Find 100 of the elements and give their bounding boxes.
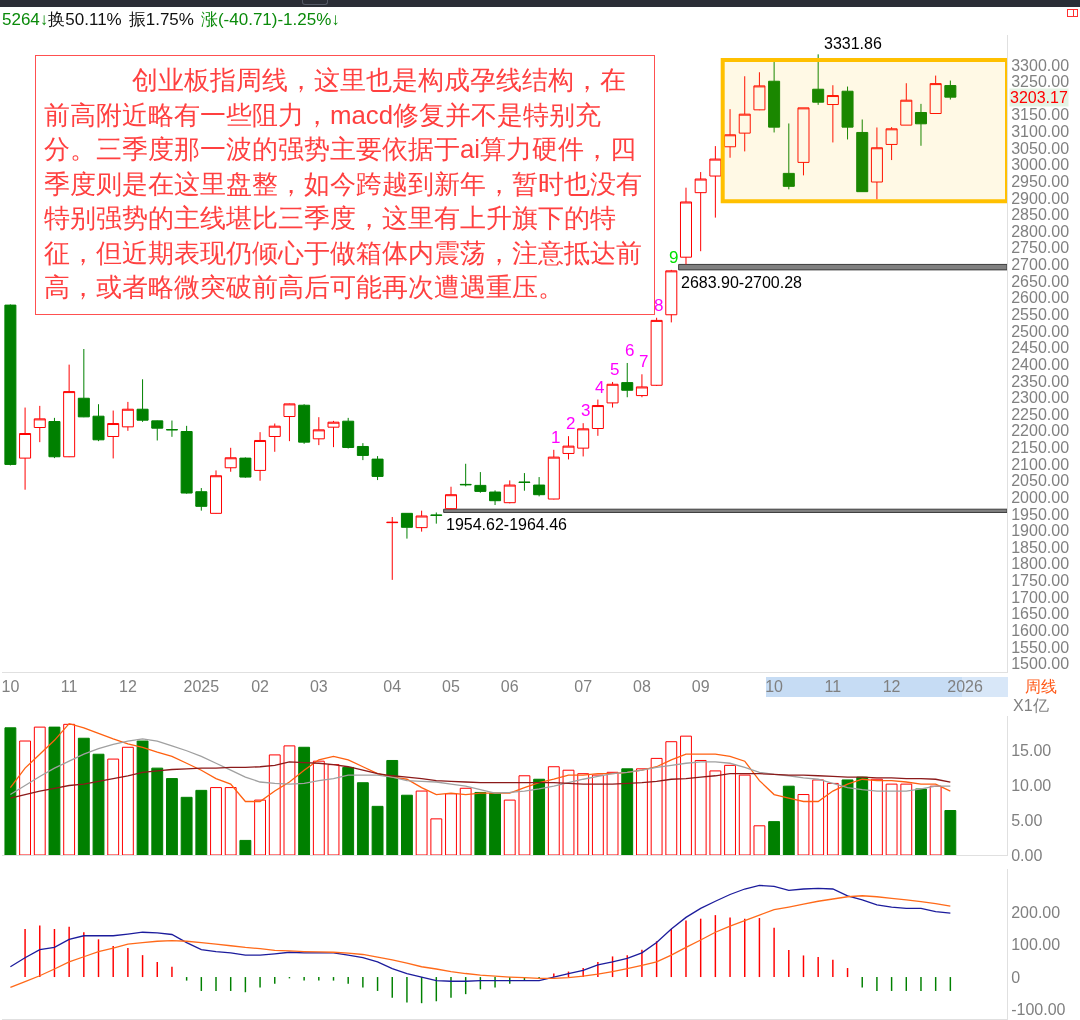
x-tick-label: 2025 <box>183 678 220 696</box>
x-tick-label: 12 <box>118 678 137 696</box>
bar <box>694 759 707 855</box>
candlestick <box>929 75 942 114</box>
bar <box>797 794 810 855</box>
candlestick <box>239 456 252 479</box>
x-tick-label: 2026 <box>947 678 983 696</box>
y-tick-label: 2350.00 <box>1011 372 1070 390</box>
annotation: 3 <box>581 401 591 420</box>
y-tick-label: 1500.00 <box>1011 655 1070 673</box>
candlestick <box>254 431 267 482</box>
bar <box>533 778 546 855</box>
y-tick-label: 15.00 <box>1011 742 1052 760</box>
candlestick <box>63 364 76 458</box>
candlestick <box>312 416 325 446</box>
candlestick <box>709 145 722 219</box>
bar <box>929 785 942 855</box>
candlestick <box>635 373 648 398</box>
bar <box>885 783 898 855</box>
bar <box>841 779 854 855</box>
y-tick-label: 2200.00 <box>1011 422 1070 440</box>
candlestick <box>885 126 898 161</box>
bar <box>547 766 560 855</box>
y-tick-label: 1800.00 <box>1011 555 1070 573</box>
bar <box>826 782 839 855</box>
candlestick <box>856 118 869 193</box>
y-tick-label: 1950.00 <box>1011 505 1070 523</box>
bar <box>753 825 766 855</box>
candlestick <box>665 269 678 323</box>
candlestick <box>268 423 281 453</box>
candlestick <box>797 107 810 176</box>
y-axis-title: X1亿 <box>1013 697 1049 714</box>
y-tick-label: 2700.00 <box>1011 256 1070 274</box>
bar <box>4 727 17 855</box>
bar <box>356 782 369 855</box>
y-tick-label: 1700.00 <box>1011 588 1070 606</box>
candlestick <box>753 71 766 111</box>
candlestick <box>900 82 913 126</box>
annotation: 7 <box>639 352 649 371</box>
y-tick-label: 3100.00 <box>1011 123 1070 141</box>
candlestick <box>19 407 32 491</box>
y-tick-label: 3300.00 <box>1011 56 1070 74</box>
candlestick <box>944 80 957 101</box>
x-tick-label: 10 <box>765 678 784 696</box>
bar <box>665 741 678 855</box>
y-tick-label: 2300.00 <box>1011 389 1070 407</box>
candlestick <box>386 516 399 581</box>
bar <box>195 789 208 855</box>
y-tick-label: 2150.00 <box>1011 439 1070 457</box>
bar <box>77 737 90 855</box>
bar <box>680 735 692 855</box>
annotation: 9 <box>669 248 679 267</box>
candlestick <box>724 108 737 159</box>
candlestick <box>180 425 193 495</box>
bar <box>503 799 516 855</box>
y-tick-label: 0 <box>1011 968 1021 986</box>
x-tick-label: 04 <box>383 678 402 696</box>
candlestick <box>430 511 443 525</box>
bar <box>621 768 634 855</box>
candlestick <box>694 171 707 252</box>
bar <box>768 821 781 855</box>
bar <box>738 774 751 855</box>
y-tick-label: 2750.00 <box>1011 239 1070 257</box>
candlestick <box>533 476 546 497</box>
bar <box>342 766 355 855</box>
candlestick <box>782 122 795 190</box>
candlestick <box>459 463 472 487</box>
y-tick-label: 2850.00 <box>1011 206 1070 224</box>
candlestick <box>224 447 237 473</box>
bar <box>401 794 413 855</box>
bar <box>283 745 296 855</box>
bar <box>518 775 531 855</box>
y-tick-label: 1750.00 <box>1011 572 1070 590</box>
y-tick-label: 2100.00 <box>1011 455 1070 473</box>
x-axis-title: 周线 <box>1025 678 1057 695</box>
x-tick-label: 08 <box>633 678 651 696</box>
candlestick <box>812 53 825 106</box>
annotation: 2 <box>566 414 576 433</box>
candlestick <box>577 422 590 457</box>
candlestick <box>606 381 619 409</box>
bar <box>63 723 76 855</box>
bar <box>48 726 61 855</box>
bar <box>19 740 32 855</box>
annotation: 5 <box>610 360 620 379</box>
y-tick-label: -100.00 <box>1011 1000 1066 1018</box>
bar <box>915 788 927 855</box>
candlestick <box>547 449 560 500</box>
candlestick <box>826 84 839 143</box>
annotation: 8 <box>654 296 664 315</box>
x-tick-label: 12 <box>882 678 901 696</box>
y-tick-label: 2000.00 <box>1011 488 1070 506</box>
line-series <box>9 884 951 982</box>
bar <box>166 778 178 855</box>
bar <box>944 810 957 855</box>
line-series <box>9 723 951 803</box>
bar <box>180 796 193 855</box>
text: 振1.75% <box>128 10 194 29</box>
candlestick <box>4 303 17 466</box>
bar <box>635 768 648 855</box>
bar <box>33 726 46 855</box>
